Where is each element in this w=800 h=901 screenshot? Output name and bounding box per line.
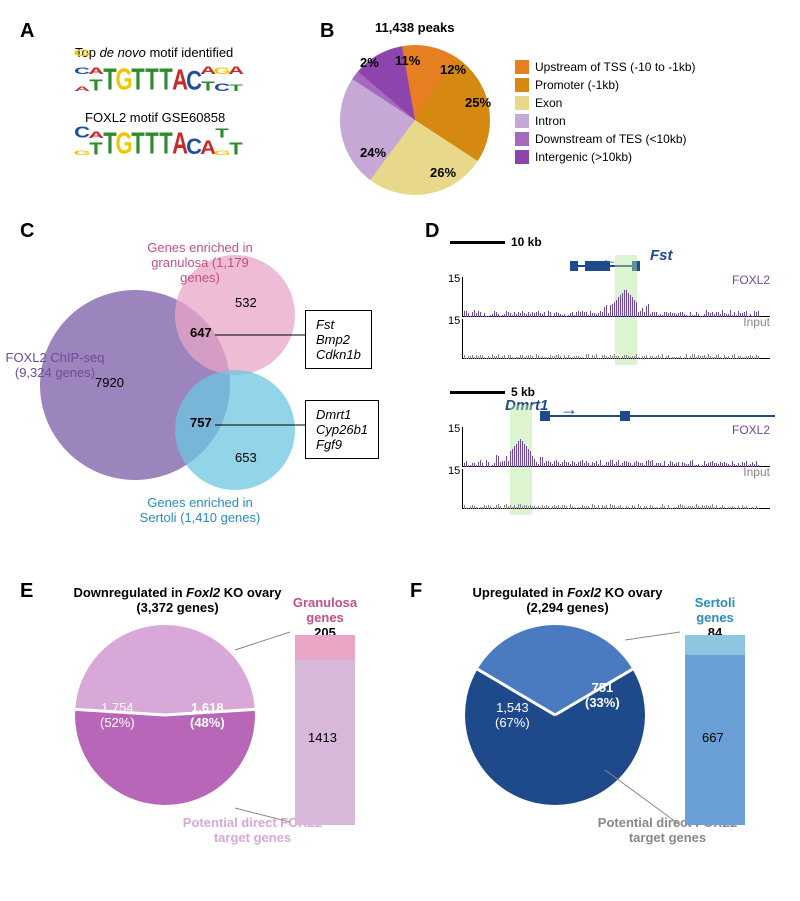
panel-e-title: Downregulated in Foxl2 KO ovary (3,372 g… <box>65 585 290 615</box>
venn-sertoli-only: 653 <box>235 450 257 465</box>
venn-granulosa-only: 532 <box>235 295 257 310</box>
pie-f-left: 1,543(67%) <box>495 700 530 730</box>
venn-overlap-granulosa: 647 <box>190 325 212 340</box>
connector-line-1 <box>215 330 305 340</box>
venn-sertoli <box>175 370 295 490</box>
bar-e-bottom-val: 1413 <box>308 730 337 745</box>
venn-foxl2-only: 7920 <box>95 375 124 390</box>
panel-f-title: Upregulated in Foxl2 KO ovary (2,294 gen… <box>455 585 680 615</box>
panel-d-label: D <box>425 220 439 243</box>
venn-overlap-sertoli: 757 <box>190 415 212 430</box>
connector-f <box>625 640 685 770</box>
panel-b-label: B <box>320 20 334 43</box>
pie-b-legend: Upstream of TSS (-10 to -1kb)Promoter (-… <box>515 60 696 168</box>
connector-e <box>235 650 295 830</box>
bar-f-top <box>685 635 745 655</box>
panel-a-label: A <box>20 20 34 43</box>
panel-b-title: 11,438 peaks <box>375 20 455 35</box>
venn-granulosa-label: Genes enriched in granulosa (1,179 genes… <box>130 240 270 285</box>
bar-e-top <box>295 635 355 660</box>
panel-e-label: E <box>20 580 33 603</box>
bar-e-label: Granulosa genes205 <box>285 595 365 640</box>
bar-f-bottom-val: 667 <box>702 730 724 745</box>
track-dmrt1: 5 kb → Dmrt1 15FOXL215Input <box>450 385 770 509</box>
gene-box-1: FstBmp2Cdkn1b <box>305 310 372 369</box>
pie-f <box>465 625 645 805</box>
panel-f-label: F <box>410 580 422 603</box>
logo-2: CGATTGTTTACATGT <box>75 128 243 156</box>
pie-e-left: 1,754(52%) <box>100 700 135 730</box>
bar-f-label: Sertoli genes84 <box>675 595 755 640</box>
panel-c-label: C <box>20 220 34 243</box>
track-fst: 10 kb ← Fst 15FOXL215Input <box>450 235 770 359</box>
pie-f-right: 751(33%) <box>585 680 620 710</box>
connector-line-2 <box>215 420 305 430</box>
logo-1: GCAATTGTTTACATGCAT <box>75 64 243 92</box>
gene-box-2: Dmrt1Cyp26b1Fgf9 <box>305 400 379 459</box>
panel-a-caption2: FOXL2 motif GSE60858 <box>85 110 225 125</box>
venn-sertoli-label: Genes enriched in Sertoli (1,410 genes) <box>130 495 270 525</box>
pie-e-right: 1,618(48%) <box>190 700 225 730</box>
